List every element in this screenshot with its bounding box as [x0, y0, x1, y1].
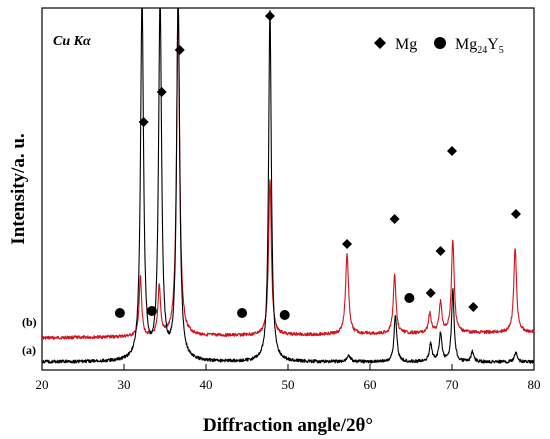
- x-tick-label: 60: [364, 377, 377, 392]
- mg24y5-peak-marker: [114, 308, 125, 318]
- mg-peak-marker: [342, 239, 353, 249]
- mg24y5-peak-marker: [237, 308, 248, 318]
- series-line-a: [41, 8, 535, 364]
- x-axis-label: Diffraction angle/2θ°: [203, 415, 373, 436]
- mg-peak-marker: [510, 209, 521, 219]
- mg-peak-marker: [389, 214, 400, 224]
- legend-mg-marker: [374, 37, 386, 49]
- mg-peak-marker: [138, 117, 149, 127]
- legend-mg24y5-label: Mg24Y5: [455, 36, 504, 56]
- x-tick-label: 70: [446, 377, 459, 392]
- radiation-label: Cu Kα: [53, 34, 91, 49]
- legend-mg-label: Mg: [395, 36, 417, 53]
- trace-label-b: (b): [22, 315, 37, 329]
- x-tick-label: 40: [200, 377, 213, 392]
- mg-peak-marker: [447, 146, 457, 156]
- x-tick-label: 80: [528, 377, 541, 392]
- mg-peak-marker: [425, 288, 436, 298]
- trace-label-a: (a): [22, 343, 36, 357]
- x-tick-label: 20: [36, 377, 49, 392]
- x-ticks: 20 30 40 50 60 70 80: [36, 364, 541, 392]
- x-tick-label: 30: [118, 377, 131, 392]
- series-line-b: [41, 8, 535, 340]
- traces: [41, 8, 535, 364]
- mg24y5-peak-marker: [404, 293, 415, 303]
- mg-peak-marker: [435, 246, 446, 256]
- mg24y5-peak-marker: [279, 310, 290, 320]
- mg-peak-marker: [264, 11, 275, 21]
- legend: Mg Mg24Y5: [374, 36, 504, 56]
- mg-peak-marker: [174, 45, 185, 55]
- mg24y5-peak-marker: [146, 306, 157, 316]
- phase-markers: [114, 11, 521, 320]
- mg-peak-marker: [156, 87, 167, 97]
- legend-mg24y5-marker: [434, 37, 446, 49]
- x-tick-label: 50: [282, 377, 295, 392]
- y-axis-label: Intensity/a. u.: [8, 133, 29, 244]
- mg-peak-marker: [468, 302, 479, 312]
